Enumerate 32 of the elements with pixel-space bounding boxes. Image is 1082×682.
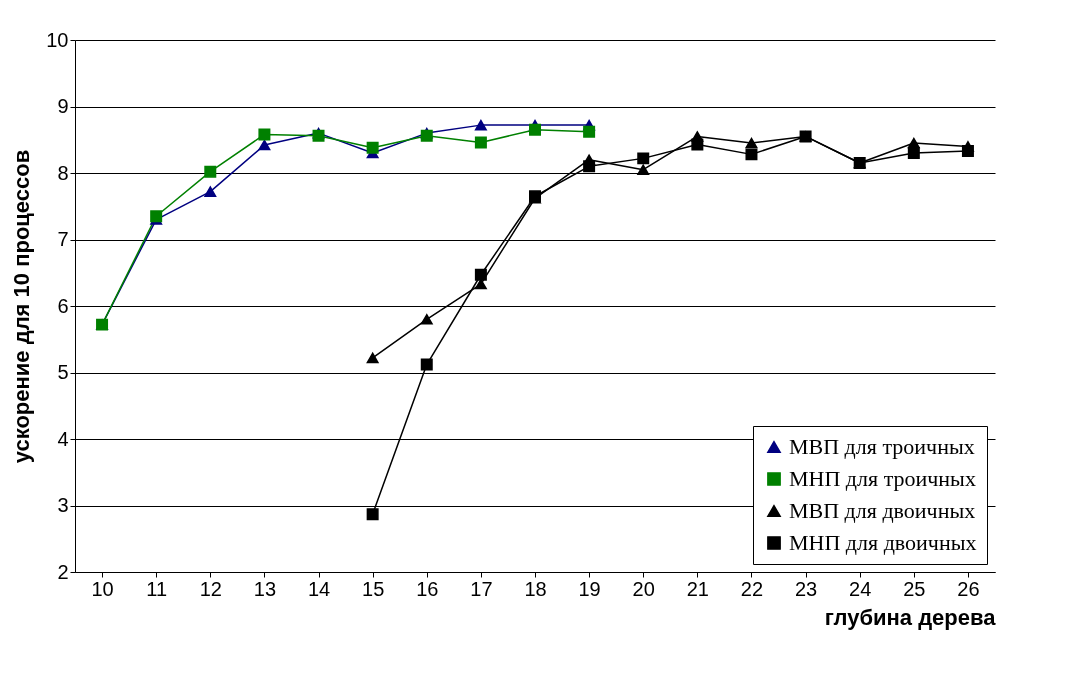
x-tick-label: 10 xyxy=(91,577,114,600)
y-tick-label: 2 xyxy=(57,560,69,583)
y-tick-label: 7 xyxy=(57,228,69,250)
y-tick-label: 3 xyxy=(57,494,69,516)
legend-label: МНП для двоичных xyxy=(789,530,977,555)
legend-label: МВП для троичных xyxy=(789,434,975,459)
x-tick-label: 21 xyxy=(686,577,709,600)
y-tick-label: 9 xyxy=(57,95,69,117)
x-tick-label: 13 xyxy=(253,577,277,600)
x-tick-label: 22 xyxy=(740,577,764,600)
x-tick-label: 25 xyxy=(903,577,926,600)
x-tick-label: 19 xyxy=(578,577,601,600)
x-tick-label: 15 xyxy=(362,577,385,600)
y-tick-label: 10 xyxy=(46,28,69,51)
x-tick-label: 26 xyxy=(957,577,980,600)
y-tick-label: 4 xyxy=(57,427,69,450)
x-tick-label: 24 xyxy=(849,577,872,600)
y-tick-label: 8 xyxy=(57,161,69,184)
x-tick-label: 18 xyxy=(524,577,547,600)
legend-label: МВП для двоичных xyxy=(789,498,976,523)
x-tick-label: 20 xyxy=(632,577,655,600)
legend-label: МНП для троичных xyxy=(789,466,976,491)
y-tick-label: 5 xyxy=(57,361,69,383)
x-tick-label: 23 xyxy=(794,577,818,600)
x-tick-label: 11 xyxy=(146,577,168,600)
x-axis-title: глубина дерева xyxy=(824,604,997,630)
x-tick-label: 16 xyxy=(416,577,439,600)
x-tick-label: 14 xyxy=(307,577,331,600)
x-tick-label: 12 xyxy=(199,577,222,600)
y-axis-title: ускорение для 10 процессов xyxy=(9,149,35,464)
x-tick-label: 17 xyxy=(470,577,493,600)
y-tick-label: 6 xyxy=(57,294,69,317)
